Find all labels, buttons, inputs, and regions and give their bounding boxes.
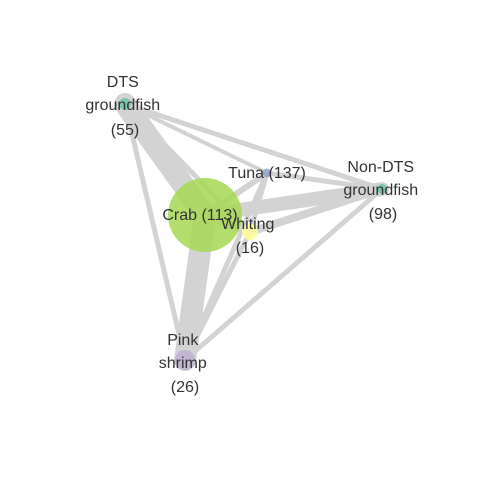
label-dts-line-3: (55) <box>111 122 139 139</box>
label-crab-line-1: Crab (113) <box>162 207 237 224</box>
node-tuna <box>262 168 272 178</box>
node-pink-shrimp <box>175 350 195 370</box>
label-non-dts-line-2: groundfish <box>343 182 418 199</box>
label-pink-shrimp: Pink shrimp (26) <box>159 332 211 396</box>
edge-dts-tuna <box>123 102 269 175</box>
edge-dts-nondts <box>122 101 385 192</box>
label-non-dts-line-3: (98) <box>369 206 397 223</box>
label-shrimp-line-3: (26) <box>171 379 199 396</box>
label-non-dts-groundfish: Non-DTS groundfish (98) <box>343 159 422 223</box>
label-dts-line-1: DTS <box>107 74 139 91</box>
label-dts-line-2: groundfish <box>85 97 160 114</box>
label-shrimp-line-1: Pink <box>167 332 199 349</box>
edge-shrimp-whiting <box>182 229 253 363</box>
edge-tuna-whiting <box>247 170 270 235</box>
label-whiting-line-1: Whiting <box>221 216 274 233</box>
label-whiting: Whiting (16) <box>221 216 279 257</box>
label-shrimp-line-2: shrimp <box>159 355 207 372</box>
node-whiting <box>242 224 258 240</box>
labels: DTS groundfish (55) Tuna (137) Non-DTS g… <box>85 74 422 396</box>
node-non-dts-groundfish <box>377 184 387 194</box>
edge-dts-shrimp <box>122 101 188 363</box>
label-dts-groundfish: DTS groundfish (55) <box>85 74 164 139</box>
edge-tuna-nondts <box>264 170 385 192</box>
label-non-dts-line-1: Non-DTS <box>347 159 414 176</box>
edge-whiting-nondts <box>246 185 386 236</box>
node-dts-groundfish <box>119 98 131 110</box>
edge-shrimp-nondts <box>182 186 385 363</box>
nodes <box>119 98 387 370</box>
label-crab: Crab (113) <box>162 207 237 224</box>
label-tuna-line-1: Tuna (137) <box>228 165 306 182</box>
node-crab <box>168 178 242 252</box>
label-tuna: Tuna (137) <box>228 165 306 182</box>
label-whiting-line-2: (16) <box>236 240 264 257</box>
